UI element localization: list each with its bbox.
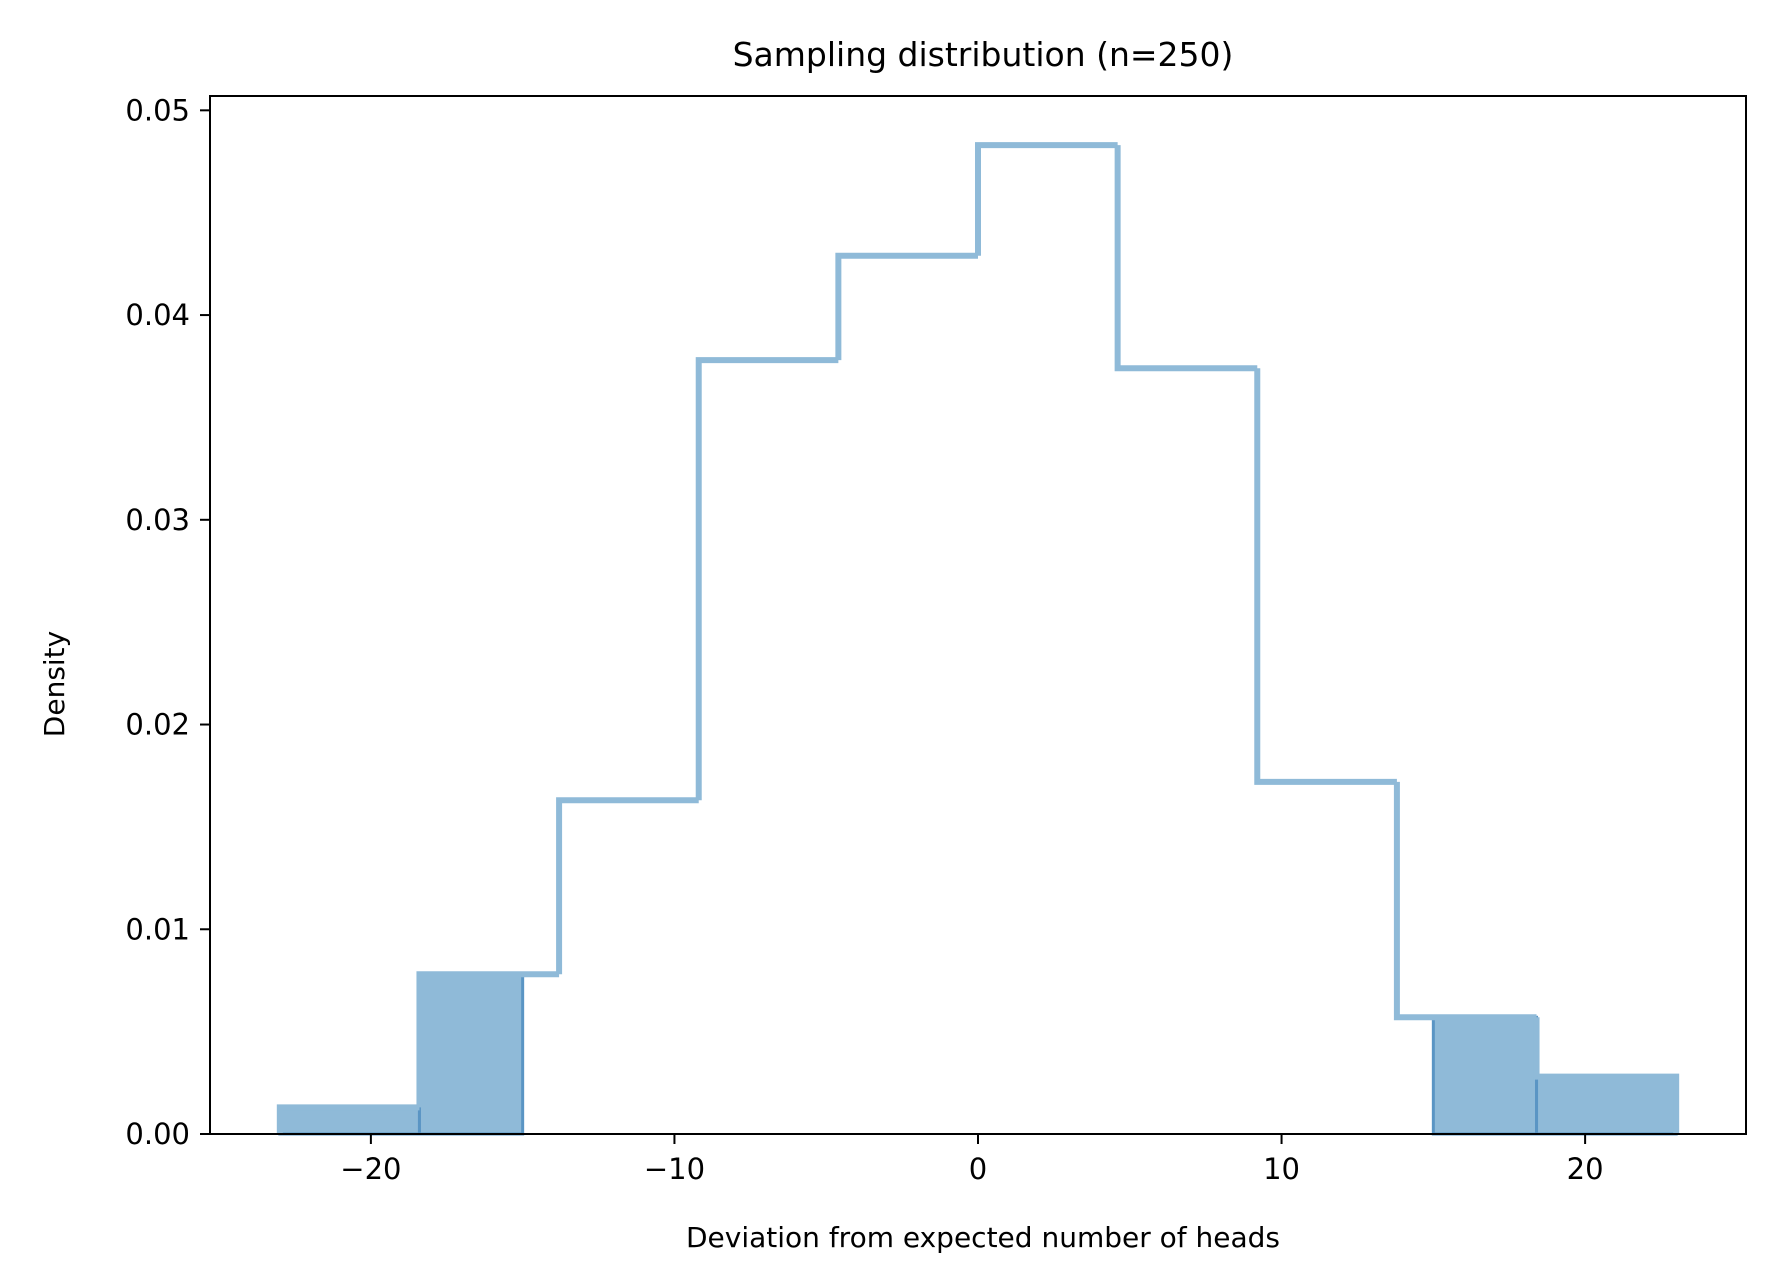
histogram-bin-6 xyxy=(1114,145,1258,372)
shaded-bar-3 xyxy=(1535,1075,1678,1136)
histogram-bin-1 xyxy=(416,971,560,1108)
y-tick-label: 0.00 xyxy=(125,1117,190,1151)
y-tick-label: 0.01 xyxy=(125,912,190,946)
y-axis-ticks: 0.00 0.01 0.02 0.03 0.04 0.05 xyxy=(125,93,210,1151)
histogram-outline xyxy=(276,142,1680,1134)
y-axis-label: Density xyxy=(38,631,71,737)
histogram-bin-3 xyxy=(695,357,839,801)
y-tick-label: 0.04 xyxy=(125,298,190,332)
histogram-bin-8 xyxy=(1393,781,1537,1021)
x-axis-label: Deviation from expected number of heads xyxy=(686,1221,1280,1254)
histogram-bin-0 xyxy=(276,1104,420,1134)
x-tick-label: 0 xyxy=(969,1152,987,1186)
shaded-bar-2 xyxy=(1431,1015,1539,1136)
histogram-bin-7 xyxy=(1254,368,1397,785)
histogram-bin-2 xyxy=(556,797,699,975)
chart-title: Sampling distribution (n=250) xyxy=(733,35,1234,74)
histogram-bin-5 xyxy=(975,142,1118,256)
x-axis-ticks: −20 −10 0 10 20 xyxy=(340,1134,1604,1186)
shaded-bar-0 xyxy=(278,1105,421,1136)
y-tick-label: 0.05 xyxy=(125,93,190,127)
x-tick-label: −10 xyxy=(644,1152,705,1186)
shaded-bar-1 xyxy=(417,972,525,1136)
histogram-bin-4 xyxy=(835,252,978,361)
histogram-bin-9 xyxy=(1533,1017,1680,1134)
y-tick-label: 0.02 xyxy=(125,708,190,742)
x-tick-label: 10 xyxy=(1263,1152,1300,1186)
x-tick-label: 20 xyxy=(1567,1152,1604,1186)
x-tick-label: −20 xyxy=(340,1152,401,1186)
y-tick-label: 0.03 xyxy=(125,503,190,537)
